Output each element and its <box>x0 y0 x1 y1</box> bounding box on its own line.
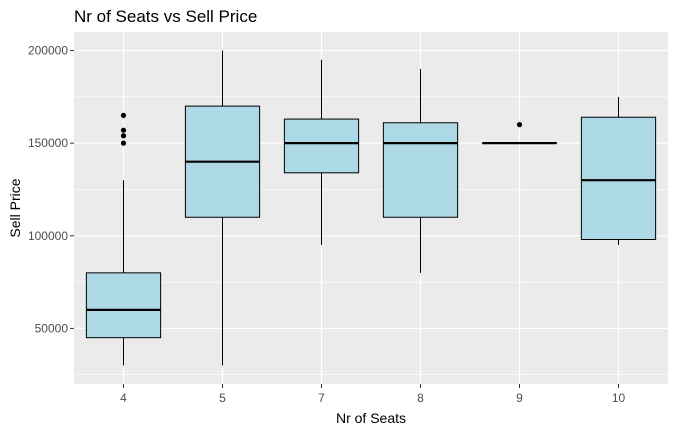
outlier-point <box>120 127 127 133</box>
x-tick-label: 8 <box>417 391 424 405</box>
x-tick-label: 10 <box>612 391 626 405</box>
y-axis: 50000 100000 150000 200000 <box>28 44 74 335</box>
y-tick-label: 100000 <box>28 229 68 243</box>
outlier-point <box>120 133 127 139</box>
x-axis: 4 5 7 8 9 10 <box>120 384 625 405</box>
y-tick-label: 150000 <box>28 136 68 150</box>
plot-panel <box>74 32 668 384</box>
outlier-point <box>120 140 127 146</box>
x-tick-label: 4 <box>120 391 127 405</box>
box <box>580 116 657 240</box>
x-tick-label: 7 <box>318 391 325 405</box>
chart-title: Nr of Seats vs Sell Price <box>74 7 257 26</box>
box <box>382 122 459 218</box>
box-group-7 <box>283 59 360 246</box>
x-axis-title: Nr of Seats <box>336 410 406 426</box>
outlier-point <box>516 122 523 128</box>
y-tick-label: 200000 <box>28 44 68 58</box>
x-tick-label: 9 <box>516 391 523 405</box>
boxes-layer <box>85 50 657 366</box>
box <box>85 272 162 339</box>
box-group-10 <box>580 96 657 246</box>
minor-gridlines <box>74 96 668 376</box>
y-axis-title: Sell Price <box>7 178 23 237</box>
box-group-9 <box>481 122 558 145</box>
box-group-8 <box>382 69 459 273</box>
y-tick-label: 50000 <box>35 321 69 335</box>
outlier-point <box>120 112 127 118</box>
box-group-4 <box>85 112 162 366</box>
box-group-5 <box>184 50 261 366</box>
x-tick-label: 5 <box>219 391 226 405</box>
box <box>283 118 360 174</box>
